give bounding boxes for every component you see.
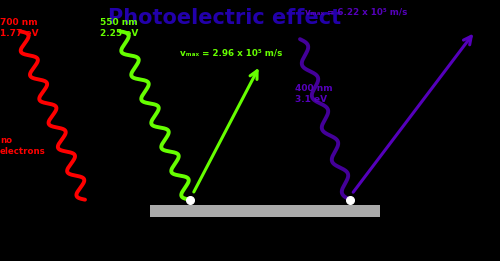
Text: 550 nm
2.25 eV: 550 nm 2.25 eV bbox=[100, 18, 138, 38]
Text: Photoelectric effect: Photoelectric effect bbox=[108, 8, 342, 28]
Text: 700 nm
1.77 eV: 700 nm 1.77 eV bbox=[0, 18, 38, 38]
Bar bbox=[150, 205, 380, 217]
Text: no
electrons: no electrons bbox=[0, 136, 46, 156]
Text: 400 nm
3.1 eV: 400 nm 3.1 eV bbox=[295, 84, 333, 104]
Text: vₘₐₓ = 2.96 x 10⁵ m/s: vₘₐₓ = 2.96 x 10⁵ m/s bbox=[180, 49, 282, 57]
Text: vₘₐₓ = 6.22 x 10⁵ m/s: vₘₐₓ = 6.22 x 10⁵ m/s bbox=[305, 8, 408, 17]
